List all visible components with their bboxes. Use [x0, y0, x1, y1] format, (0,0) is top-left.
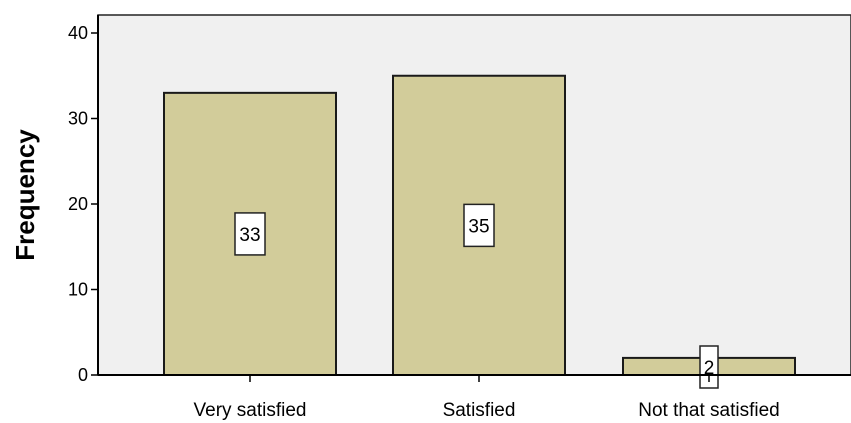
x-category-label: Satisfied — [443, 400, 516, 421]
x-axis-categories: Very satisfied Satisfied Not that satisfie… — [194, 375, 780, 421]
y-tick-label: 10 — [68, 280, 88, 300]
x-category-label: Not that satisfied — [638, 400, 780, 421]
bars-layer: 33 35 2 — [163, 74, 796, 389]
y-axis-label: Frequency — [10, 129, 40, 261]
y-tick-label: 20 — [68, 194, 88, 214]
data-label: 33 — [239, 225, 260, 246]
data-label: 35 — [468, 216, 489, 237]
data-label-box — [234, 212, 266, 256]
data-label-box — [463, 203, 495, 248]
y-tick-label: 40 — [68, 23, 88, 43]
data-label: 2 — [704, 358, 715, 379]
y-tick-label: 30 — [68, 109, 88, 129]
y-tick-label: 0 — [78, 365, 88, 385]
x-category-label: Very satisfied — [194, 400, 307, 421]
y-axis-ticks: 0 10 20 30 40 — [68, 23, 98, 385]
data-label-box — [699, 345, 719, 389]
